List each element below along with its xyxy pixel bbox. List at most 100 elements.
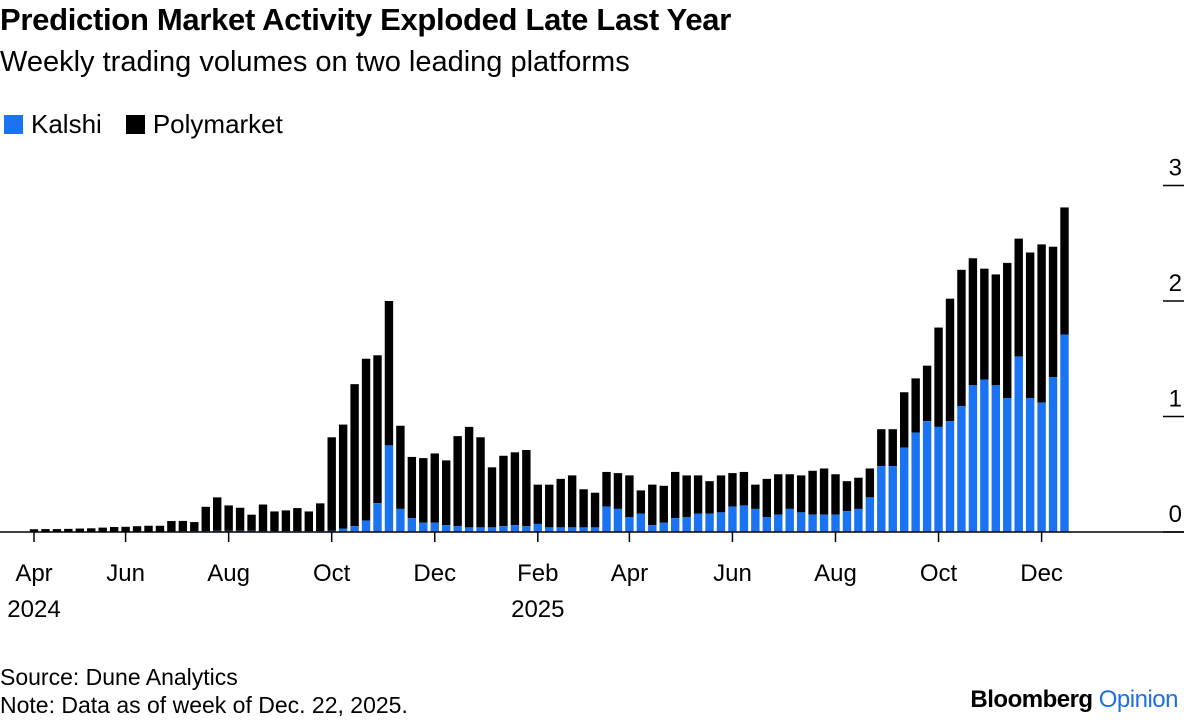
bar-polymarket bbox=[1025, 252, 1035, 399]
bar-polymarket bbox=[808, 470, 817, 515]
bar-kalshi bbox=[739, 505, 749, 533]
y-tick-label: 3 bbox=[1169, 155, 1182, 182]
bar-polymarket bbox=[556, 478, 565, 528]
bar-polymarket bbox=[121, 526, 130, 532]
bar-polymarket bbox=[224, 505, 233, 531]
bar-polymarket bbox=[636, 490, 646, 514]
bar-kalshi bbox=[453, 526, 462, 533]
brand-name: Bloomberg bbox=[970, 686, 1093, 713]
x-tick-label: Aug bbox=[814, 560, 857, 587]
bar-kalshi bbox=[384, 445, 394, 533]
bar-kalshi bbox=[430, 522, 439, 532]
bar-kalshi bbox=[350, 526, 359, 533]
bar-kalshi bbox=[934, 426, 943, 532]
bar-kalshi bbox=[1037, 402, 1046, 532]
bar-polymarket bbox=[739, 471, 749, 506]
bar-polymarket bbox=[545, 484, 554, 528]
bar-kalshi bbox=[419, 522, 428, 532]
bar-kalshi bbox=[705, 513, 714, 532]
bar-kalshi bbox=[957, 406, 966, 533]
bar-polymarket bbox=[728, 473, 737, 507]
bar-kalshi bbox=[476, 527, 485, 532]
bar-polymarket bbox=[361, 358, 371, 521]
bar-polymarket bbox=[270, 511, 279, 532]
bar-polymarket bbox=[419, 458, 428, 523]
bar-kalshi bbox=[1014, 356, 1023, 532]
brand-logo: Bloomberg Opinion bbox=[970, 686, 1178, 714]
bar-polymarket bbox=[281, 510, 291, 532]
legend-swatch-polymarket bbox=[125, 115, 145, 134]
bar-polymarket bbox=[682, 475, 691, 517]
x-tick-label: Dec bbox=[413, 560, 456, 587]
x-tick-label: Aug bbox=[207, 560, 250, 587]
bar-polymarket bbox=[75, 528, 84, 532]
bar-polymarket bbox=[590, 492, 600, 528]
bar-polymarket bbox=[659, 485, 668, 523]
x-tick-label: Oct bbox=[313, 560, 351, 587]
bar-kalshi bbox=[567, 527, 577, 532]
bar-polymarket bbox=[41, 529, 50, 532]
bar-kalshi bbox=[865, 497, 875, 532]
bar-polymarket bbox=[373, 355, 382, 504]
bar-polymarket bbox=[854, 477, 863, 509]
bar-kalshi bbox=[499, 526, 508, 533]
bar-polymarket bbox=[900, 392, 909, 448]
bar-polymarket bbox=[235, 507, 245, 531]
bar-kalshi bbox=[762, 516, 771, 533]
bar-polymarket bbox=[499, 455, 508, 527]
bar-kalshi bbox=[625, 516, 634, 533]
bar-kalshi bbox=[716, 512, 726, 533]
bar-kalshi bbox=[522, 526, 531, 533]
bar-polymarket bbox=[522, 450, 531, 527]
bar-kalshi bbox=[991, 385, 1000, 532]
bar-kalshi bbox=[945, 421, 955, 532]
bar-polymarket bbox=[144, 525, 153, 532]
bar-polymarket bbox=[155, 525, 165, 532]
bar-polymarket bbox=[64, 528, 73, 532]
bar-polymarket bbox=[442, 460, 451, 526]
bar-kalshi bbox=[671, 518, 680, 532]
bar-kalshi bbox=[590, 527, 600, 532]
bar-kalshi bbox=[888, 466, 897, 532]
bar-polymarket bbox=[510, 452, 520, 526]
bar-polymarket bbox=[52, 529, 62, 532]
x-tick-year-label: 2025 bbox=[511, 596, 564, 623]
bar-kalshi bbox=[854, 508, 863, 532]
x-tick-year-label: 2024 bbox=[7, 596, 60, 623]
bar-polymarket bbox=[407, 456, 417, 519]
bar-polymarket bbox=[888, 429, 897, 467]
bar-polymarket bbox=[716, 475, 726, 513]
x-tick-label: Feb bbox=[517, 560, 558, 587]
bar-polymarket bbox=[602, 471, 611, 507]
bar-polymarket bbox=[487, 467, 497, 528]
bar-polymarket bbox=[796, 475, 806, 513]
bar-kalshi bbox=[510, 525, 520, 532]
bar-polymarket bbox=[213, 497, 222, 531]
bar-polymarket bbox=[751, 484, 760, 509]
bar-polymarket bbox=[934, 327, 943, 427]
bar-polymarket bbox=[980, 268, 989, 380]
bar-kalshi bbox=[693, 513, 703, 532]
bar-kalshi bbox=[682, 516, 691, 533]
bar-kalshi bbox=[579, 527, 588, 532]
legend-swatch-kalshi bbox=[4, 115, 23, 134]
bar-polymarket bbox=[464, 426, 474, 528]
legend-item-kalshi: Kalshi bbox=[4, 109, 102, 140]
bar-kalshi bbox=[464, 527, 474, 532]
bar-polymarket bbox=[1037, 244, 1046, 403]
data-note: Note: Data as of week of Dec. 22, 2025. bbox=[0, 692, 408, 718]
bar-polymarket bbox=[671, 471, 680, 519]
bar-kalshi bbox=[602, 506, 611, 532]
bar-kalshi bbox=[396, 508, 405, 532]
bar-polymarket bbox=[258, 504, 268, 532]
bar-polymarket bbox=[1048, 246, 1058, 378]
legend-label-kalshi: Kalshi bbox=[31, 109, 102, 139]
bar-polymarket bbox=[29, 529, 39, 532]
bar-kalshi bbox=[774, 514, 783, 532]
bar-polymarket bbox=[785, 474, 794, 509]
chart-legend: Kalshi Polymarket bbox=[4, 109, 307, 140]
legend-item-polymarket: Polymarket bbox=[125, 109, 283, 140]
bar-kalshi bbox=[968, 385, 978, 532]
bar-polymarket bbox=[625, 475, 634, 517]
y-tick-label: 0 bbox=[1169, 501, 1182, 528]
